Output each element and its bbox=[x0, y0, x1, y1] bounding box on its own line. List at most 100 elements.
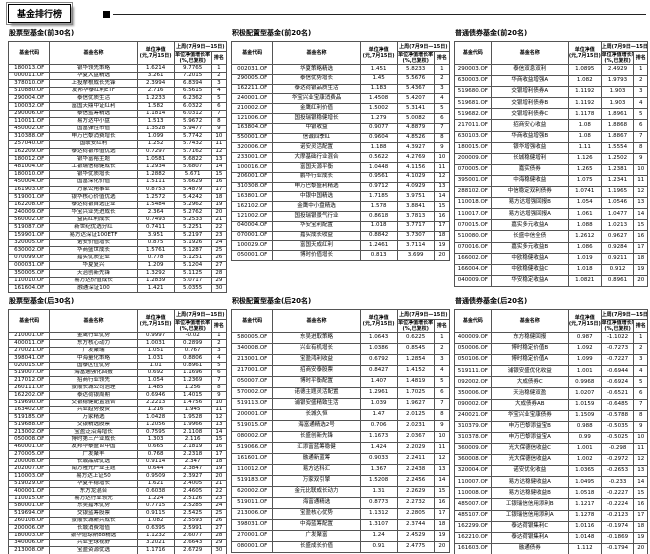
unit-nav: 0.9561 bbox=[359, 171, 398, 183]
rank: 5 bbox=[433, 376, 451, 388]
fund-code: 110003.OF bbox=[7, 472, 51, 481]
unit-nav: 0.8618 bbox=[359, 210, 398, 222]
col-header-fund-code: 基金代码 bbox=[7, 41, 51, 65]
unit-nav: 0.644 bbox=[136, 465, 175, 474]
growth-rate: 1.945 bbox=[173, 405, 212, 415]
rank: 11 bbox=[210, 405, 228, 415]
rank: 30 bbox=[210, 546, 228, 554]
fund-name: 易方达中小盘 bbox=[49, 117, 138, 126]
unit-nav: 1.1278 bbox=[567, 509, 602, 522]
col-header-week: 上周(7月9日—15日) bbox=[173, 309, 228, 320]
fund-name: 金鹰红利价值 bbox=[272, 103, 361, 114]
table-row: 200009.OF 长城稳健增利 1.126 1.2502 9 bbox=[454, 152, 648, 165]
unit-nav: 1.578 bbox=[359, 201, 398, 212]
unit-nav: 0.9968 bbox=[567, 376, 602, 389]
fund-name: 中银收益 bbox=[272, 122, 361, 134]
fund-name: 泰信优质生活 bbox=[49, 94, 138, 103]
growth-rate: 1.4152 bbox=[396, 365, 435, 377]
unit-nav: 1.0741 bbox=[567, 186, 602, 199]
fund-name: 海富通强化回报 bbox=[49, 368, 138, 378]
fund-code: 450004.OF bbox=[7, 177, 51, 187]
fund-code: 080001.OF bbox=[230, 541, 274, 553]
fund-name: 长盛中信全债 bbox=[490, 230, 569, 243]
growth-rate: 5.3141 bbox=[396, 103, 435, 114]
col-header-growth: 单位净值增长率 (%,已复权) bbox=[396, 319, 435, 333]
table-row: 233001.OF 大摩基础行业混合 0.5622 4.2769 10 bbox=[230, 152, 451, 163]
fund-name: 泰达荷银集利C bbox=[490, 520, 569, 533]
growth-rate: 3.7717 bbox=[396, 220, 435, 232]
table-row: 040004.OF 华安宝利配置 1.018 3.7717 17 bbox=[230, 220, 451, 232]
table-row: 090002.OF 大成债券AB 1.0159 -0.6485 7 bbox=[454, 398, 648, 411]
growth-rate: -0.2227 bbox=[600, 487, 635, 500]
col-header-fund-code: 基金代码 bbox=[7, 309, 51, 333]
unit-nav: 0.8842 bbox=[359, 230, 398, 242]
fund-name: 国投瑞银景气行业 bbox=[272, 210, 361, 222]
table-row: 110011.OF 易方达中小盘 1.513 5.9672 8 bbox=[7, 117, 228, 126]
unit-nav: 0.5622 bbox=[359, 152, 398, 163]
fund-name: 国泰区位优势 bbox=[49, 361, 138, 370]
fund-name: 博时稳定价值A bbox=[490, 354, 569, 367]
rank: 12 bbox=[633, 186, 648, 199]
growth-rate: 3.7813 bbox=[396, 210, 435, 222]
table-row: 210002.OF 金鹰红利价值 1.5002 5.3141 5 bbox=[230, 103, 451, 114]
rank: 5 bbox=[633, 376, 648, 389]
growth-rate: 3.8841 bbox=[396, 201, 435, 212]
rank: 17 bbox=[433, 508, 451, 520]
bullet-square-icon bbox=[103, 11, 110, 18]
unit-nav: 1.1217 bbox=[567, 498, 602, 511]
rank: 4 bbox=[210, 354, 228, 363]
fund-name: 泰达荷银品质生活 bbox=[272, 83, 361, 95]
growth-rate: 1.2854 bbox=[396, 354, 435, 366]
unit-nav: 1.2612 bbox=[567, 230, 602, 243]
rank: 1 bbox=[633, 63, 648, 77]
rank: 15 bbox=[633, 487, 648, 500]
growth-rate: 5.4242 bbox=[173, 193, 212, 202]
fund-name: 融通深证100 bbox=[49, 284, 138, 293]
fund-code: 400009.OF bbox=[454, 331, 492, 345]
rank: 2 bbox=[210, 71, 228, 81]
table-row: 100016.OF 富国天源平衡 1.0448 4.1156 11 bbox=[230, 161, 451, 173]
growth-rate: 5.2533 bbox=[173, 215, 212, 225]
table-row: 290003.OF 泰信双息双利 1.0895 2.4929 1 bbox=[454, 63, 648, 77]
fund-code: 040004.OF bbox=[230, 220, 274, 232]
unit-nav: 1.2961 bbox=[359, 387, 398, 399]
col-header-unit-nav: 单位净值 (元,7月15日) bbox=[359, 309, 398, 333]
rank: 3 bbox=[210, 346, 228, 356]
fund-code: 350006.OF bbox=[454, 387, 492, 400]
fund-name: 交银稳健配置混合 bbox=[49, 398, 138, 407]
growth-rate: 0.2899 bbox=[173, 339, 212, 348]
unit-nav: 3.951 bbox=[136, 231, 175, 240]
col-header-rank: 排名 bbox=[210, 319, 228, 333]
fund-name: 银华增强收益 bbox=[490, 141, 569, 154]
col-header-week: 上周(7月9日—15日) bbox=[600, 309, 649, 320]
fund-name: 中银中国精选 bbox=[272, 191, 361, 203]
growth-rate: 5.6629 bbox=[173, 177, 212, 187]
rank: 13 bbox=[433, 181, 451, 193]
growth-rate: 3.9751 bbox=[396, 191, 435, 203]
fund-name: 中海蓝筹配置 bbox=[272, 519, 361, 531]
rank: 26 bbox=[210, 516, 228, 526]
growth-rate: 2.2318 bbox=[173, 450, 212, 459]
rank: 14 bbox=[210, 162, 228, 172]
fund-code: 519680.OF bbox=[454, 86, 492, 99]
fund-code: 180012.OF bbox=[7, 155, 51, 164]
rank: 29 bbox=[210, 276, 228, 286]
unit-nav: 0.9509 bbox=[136, 472, 175, 481]
unit-nav: 1.054 bbox=[567, 197, 602, 210]
fund-name: 鹏华行业成长 bbox=[272, 171, 361, 183]
unit-nav: 0.9115 bbox=[136, 509, 175, 518]
table-row: 110010.OF 易方达价值成长 1.2839 5.0717 29 bbox=[7, 276, 228, 286]
growth-rate: 1.9528 bbox=[173, 413, 212, 422]
growth-rate: 3.7114 bbox=[396, 240, 435, 252]
unit-nav: 1.2839 bbox=[136, 276, 175, 286]
fund-code: 240009.OF bbox=[7, 208, 51, 217]
unit-nav: 1.303 bbox=[136, 435, 175, 444]
growth-rate: 1.8867 bbox=[600, 130, 635, 143]
unit-nav: 1.0895 bbox=[567, 63, 602, 77]
rank: 8 bbox=[433, 409, 451, 421]
fund-code: 519681.OF bbox=[454, 97, 492, 110]
page-title[interactable]: 基金排行榜 bbox=[5, 2, 74, 25]
fund-name: 泰信蓝筹精选 bbox=[49, 109, 138, 119]
col-header-fund-code: 基金代码 bbox=[230, 41, 274, 65]
growth-rate: 5.8233 bbox=[396, 64, 435, 75]
